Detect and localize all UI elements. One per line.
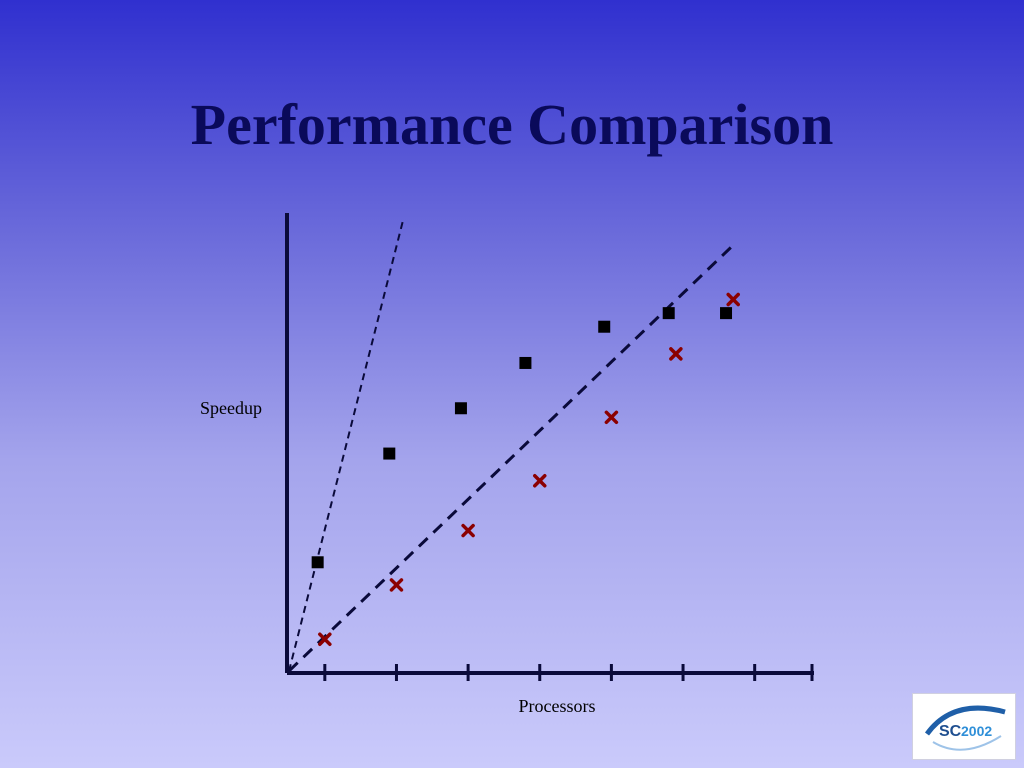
cross-point — [318, 632, 332, 647]
reference-lines — [287, 217, 735, 673]
cross-point — [669, 347, 683, 361]
y-axis-label: Speedup — [200, 398, 262, 418]
data-points — [311, 292, 740, 647]
logo-swoosh-icon — [924, 705, 1006, 736]
cross-point — [389, 578, 404, 592]
cross-point — [533, 473, 547, 488]
logo-sc-text: SC — [939, 723, 962, 740]
logo-arc-icon — [932, 735, 1002, 751]
reference-line — [287, 244, 735, 673]
square-point — [383, 447, 396, 460]
square-point — [454, 402, 467, 415]
logo-year-text: 2002 — [961, 723, 992, 739]
sc2002-logo: SC 2002 — [912, 693, 1016, 760]
x-axis-label: Processors — [519, 696, 596, 716]
square-point — [598, 320, 611, 333]
cross-point — [604, 410, 619, 425]
square-point — [311, 556, 324, 569]
slide-title: Performance Comparison — [190, 92, 834, 157]
square-point — [662, 307, 675, 320]
square-point — [519, 356, 532, 369]
cross-point — [461, 523, 475, 538]
x-axis-ticks — [323, 664, 814, 681]
square-point — [720, 307, 733, 320]
reference-line — [288, 217, 405, 672]
cross-point — [726, 292, 740, 307]
